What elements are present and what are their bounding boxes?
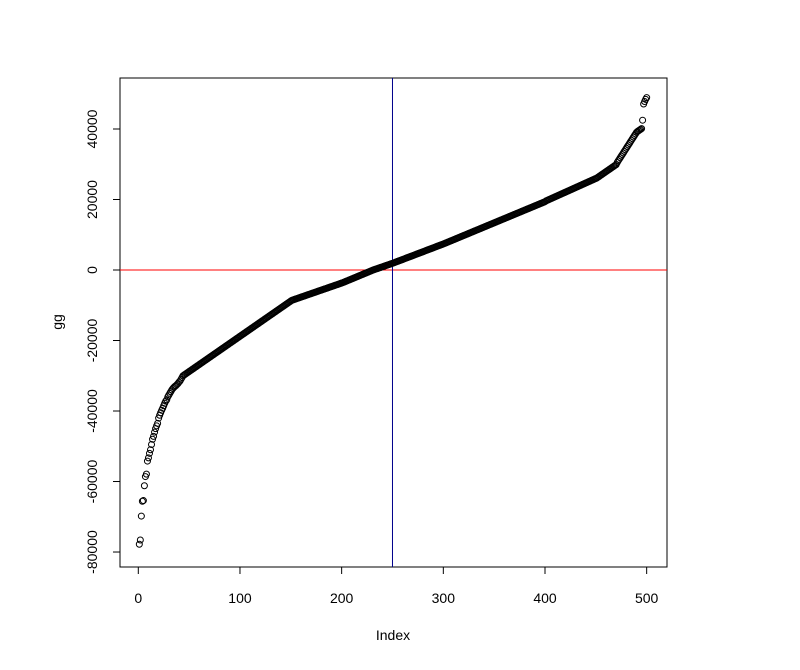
point xyxy=(636,126,644,134)
point xyxy=(138,497,146,505)
point xyxy=(638,125,646,133)
point xyxy=(143,457,151,465)
y-axis-label: gg xyxy=(49,314,65,330)
x-tick-label: 300 xyxy=(432,590,456,606)
y-tick-label: -40000 xyxy=(84,389,100,433)
point xyxy=(142,470,150,478)
plot-frame xyxy=(119,77,668,568)
y-tick-label: 0 xyxy=(84,266,100,274)
point xyxy=(162,397,170,405)
point xyxy=(147,446,155,454)
y-tick-label: 40000 xyxy=(84,109,100,148)
point xyxy=(643,94,651,102)
point xyxy=(639,116,647,124)
point xyxy=(154,419,162,427)
point xyxy=(150,432,158,440)
point xyxy=(139,497,147,505)
x-tick-label: 500 xyxy=(635,590,659,606)
x-tick-label: 400 xyxy=(533,590,557,606)
point xyxy=(136,536,144,544)
x-tick-label: 200 xyxy=(330,590,354,606)
x-tick-label: 100 xyxy=(228,590,252,606)
x-tick-label: 0 xyxy=(134,590,142,606)
point xyxy=(637,125,645,133)
y-tick-label: -80000 xyxy=(84,530,100,574)
point xyxy=(137,512,145,520)
point xyxy=(135,540,143,548)
y-tick-label: -20000 xyxy=(84,319,100,363)
point xyxy=(140,482,148,490)
point xyxy=(148,441,156,449)
x-axis-label: Index xyxy=(376,627,410,643)
point xyxy=(144,454,152,462)
y-tick-label: -60000 xyxy=(84,460,100,504)
y-tick-label: 20000 xyxy=(84,180,100,219)
point xyxy=(145,449,153,457)
point xyxy=(151,428,159,436)
